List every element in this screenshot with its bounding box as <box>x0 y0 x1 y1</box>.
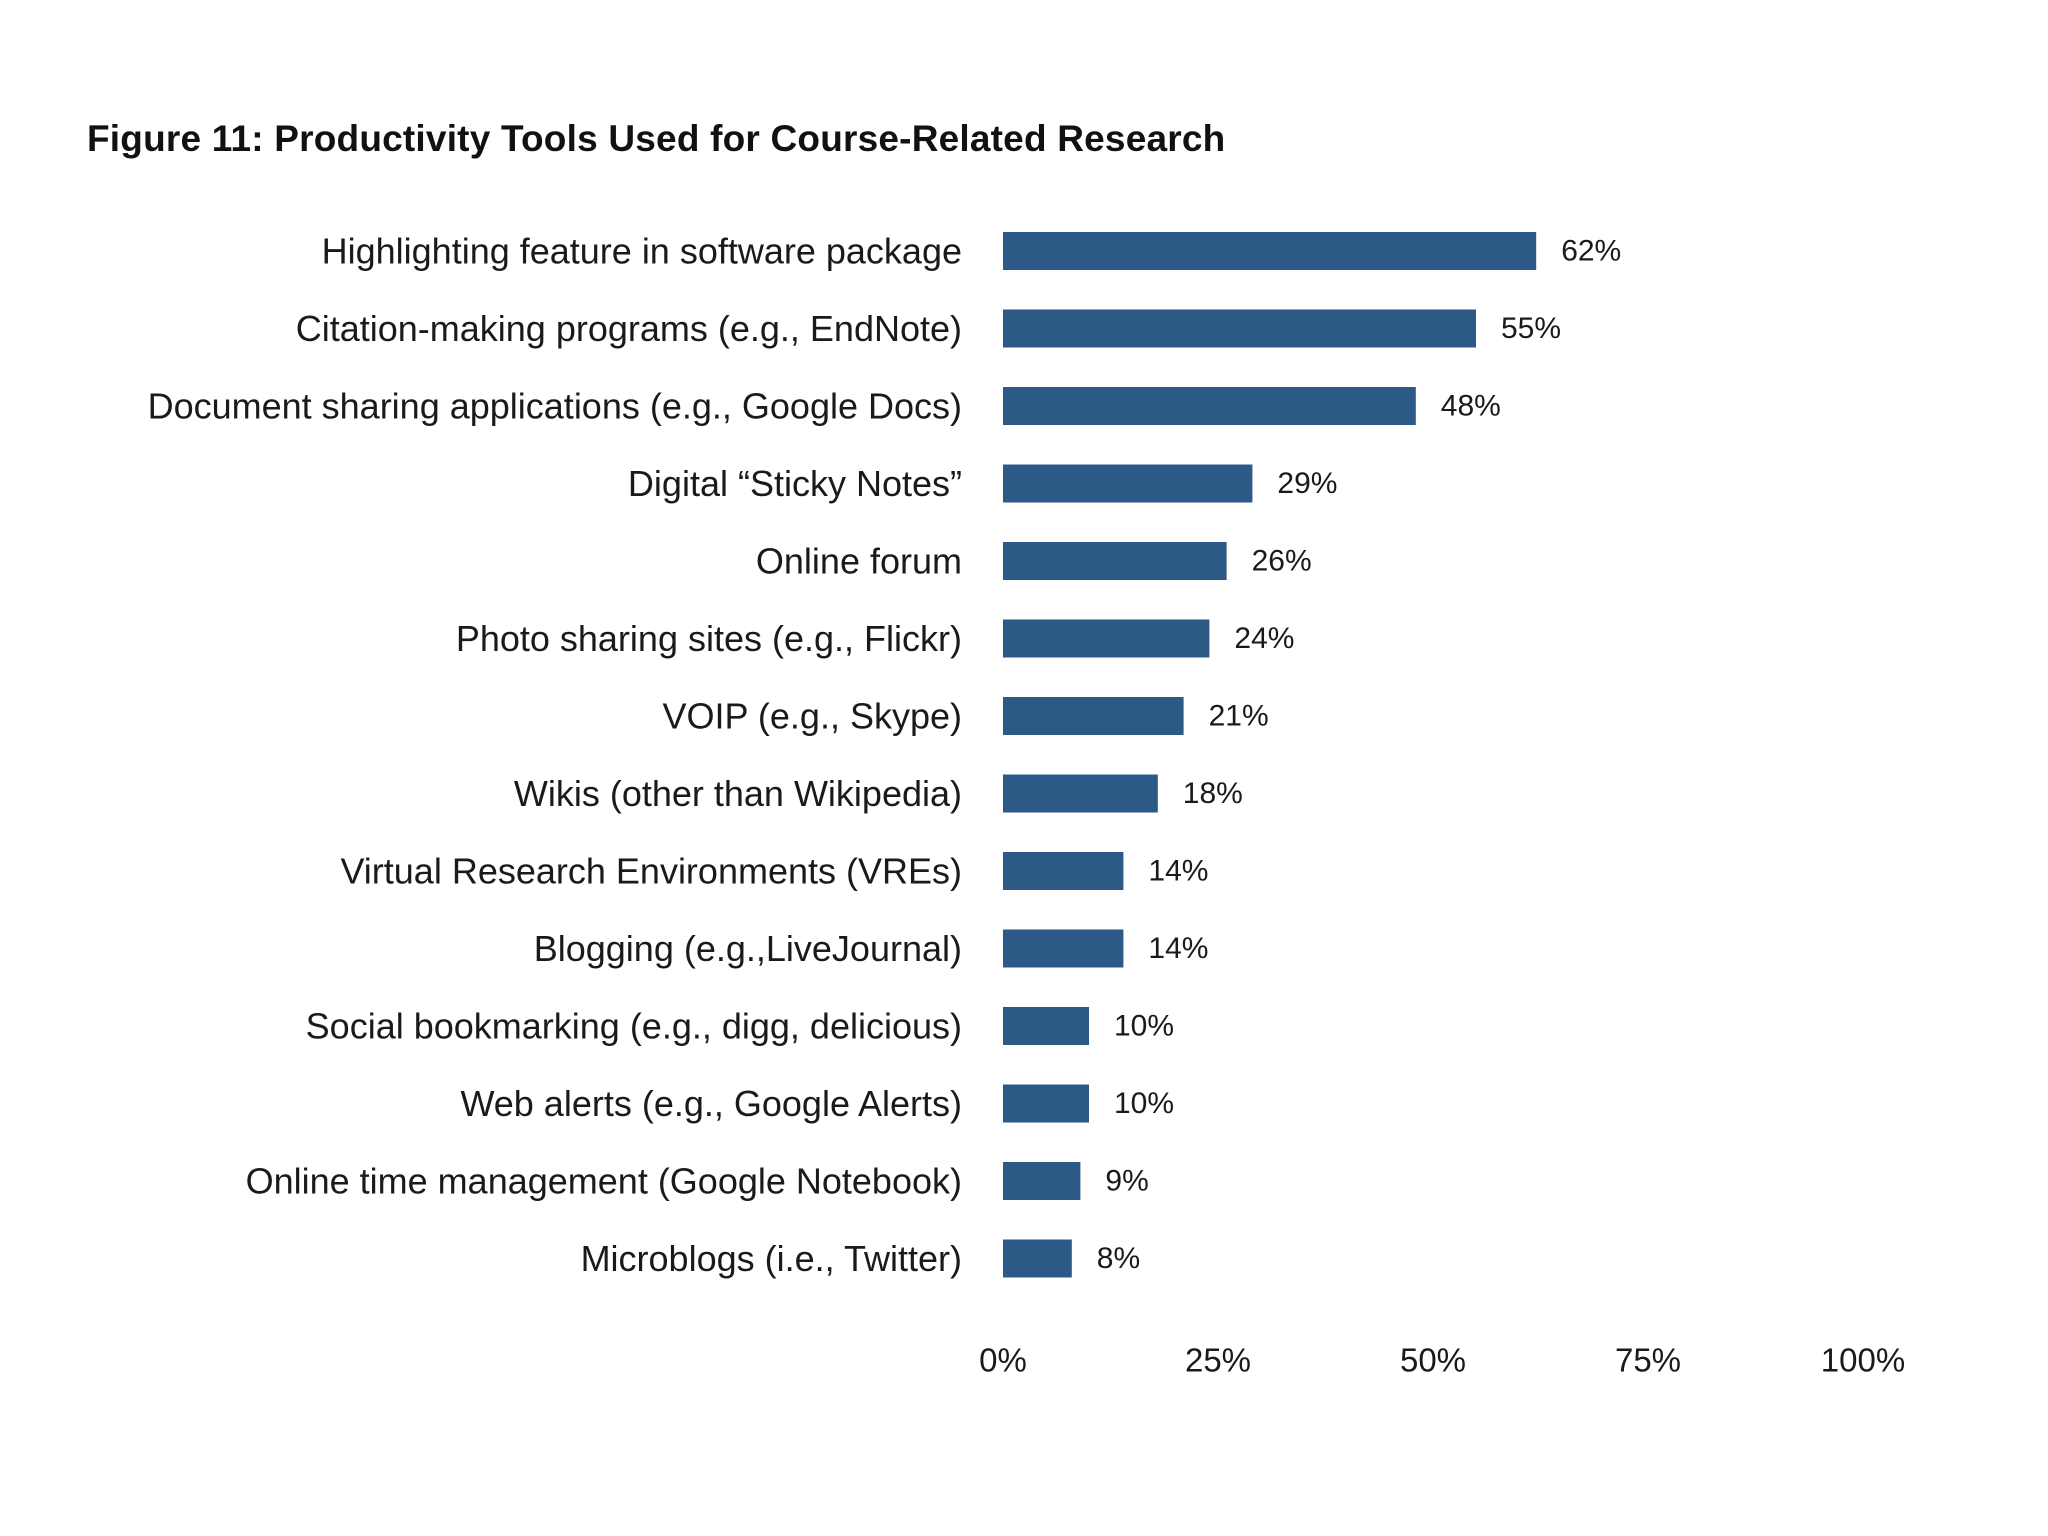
bar <box>1003 774 1158 813</box>
category-labels: Highlighting feature in software package… <box>148 231 962 1280</box>
bar <box>1003 852 1124 890</box>
value-labels: 62% 55% 48% 29% 26% 24% 21% 18% 14% 14% 10% 10% 9% 8% <box>1097 235 1621 1276</box>
bar <box>1003 1239 1072 1278</box>
category-label: Document sharing applications (e.g., Goo… <box>148 386 962 427</box>
bar <box>1003 1084 1089 1123</box>
category-label: Wikis (other than Wikipedia) <box>514 773 962 814</box>
value-label: 8% <box>1097 1242 1140 1275</box>
value-label: 10% <box>1114 1087 1174 1120</box>
x-tick-label: 50% <box>1400 1342 1466 1379</box>
value-label: 14% <box>1148 855 1208 888</box>
bar <box>1003 929 1124 968</box>
value-label: 26% <box>1252 545 1312 578</box>
bar <box>1003 1007 1089 1045</box>
x-axis-tick-labels: 0% 25% 50% 75% 100% <box>979 1342 1905 1379</box>
value-label: 24% <box>1234 622 1294 655</box>
value-label: 9% <box>1105 1165 1148 1198</box>
category-label: VOIP (e.g., Skype) <box>663 696 962 737</box>
category-label: Citation-making programs (e.g., EndNote) <box>296 308 962 349</box>
x-tick-label: 100% <box>1821 1342 1905 1379</box>
category-label: Web alerts (e.g., Google Alerts) <box>460 1083 962 1124</box>
value-label: 62% <box>1561 235 1621 268</box>
bar <box>1003 464 1253 503</box>
value-label: 21% <box>1209 700 1269 733</box>
value-label: 10% <box>1114 1010 1174 1043</box>
bars <box>1003 232 1537 1278</box>
category-label: Online forum <box>756 541 962 582</box>
category-label: Virtual Research Environments (VREs) <box>340 851 962 892</box>
category-label: Online time management (Google Notebook) <box>246 1161 962 1202</box>
value-label: 29% <box>1277 467 1337 500</box>
bar <box>1003 1162 1081 1200</box>
bar <box>1003 309 1476 348</box>
category-label: Blogging (e.g.,LiveJournal) <box>534 928 962 969</box>
value-label: 55% <box>1501 312 1561 345</box>
bar <box>1003 387 1416 425</box>
category-label: Social bookmarking (e.g., digg, deliciou… <box>306 1006 962 1047</box>
bar <box>1003 697 1184 735</box>
chart-title: Figure 11: Productivity Tools Used for C… <box>87 118 1226 159</box>
category-label: Digital “Sticky Notes” <box>628 463 962 504</box>
x-tick-label: 0% <box>979 1342 1027 1379</box>
category-label: Microblogs (i.e., Twitter) <box>581 1238 962 1279</box>
category-label: Photo sharing sites (e.g., Flickr) <box>456 618 962 659</box>
bar <box>1003 232 1537 270</box>
value-label: 18% <box>1183 777 1243 810</box>
value-label: 48% <box>1441 390 1501 423</box>
x-tick-label: 75% <box>1615 1342 1681 1379</box>
value-label: 14% <box>1148 932 1208 965</box>
category-label: Highlighting feature in software package <box>322 231 962 272</box>
bar <box>1003 542 1227 580</box>
x-tick-label: 25% <box>1185 1342 1251 1379</box>
bar <box>1003 619 1210 658</box>
